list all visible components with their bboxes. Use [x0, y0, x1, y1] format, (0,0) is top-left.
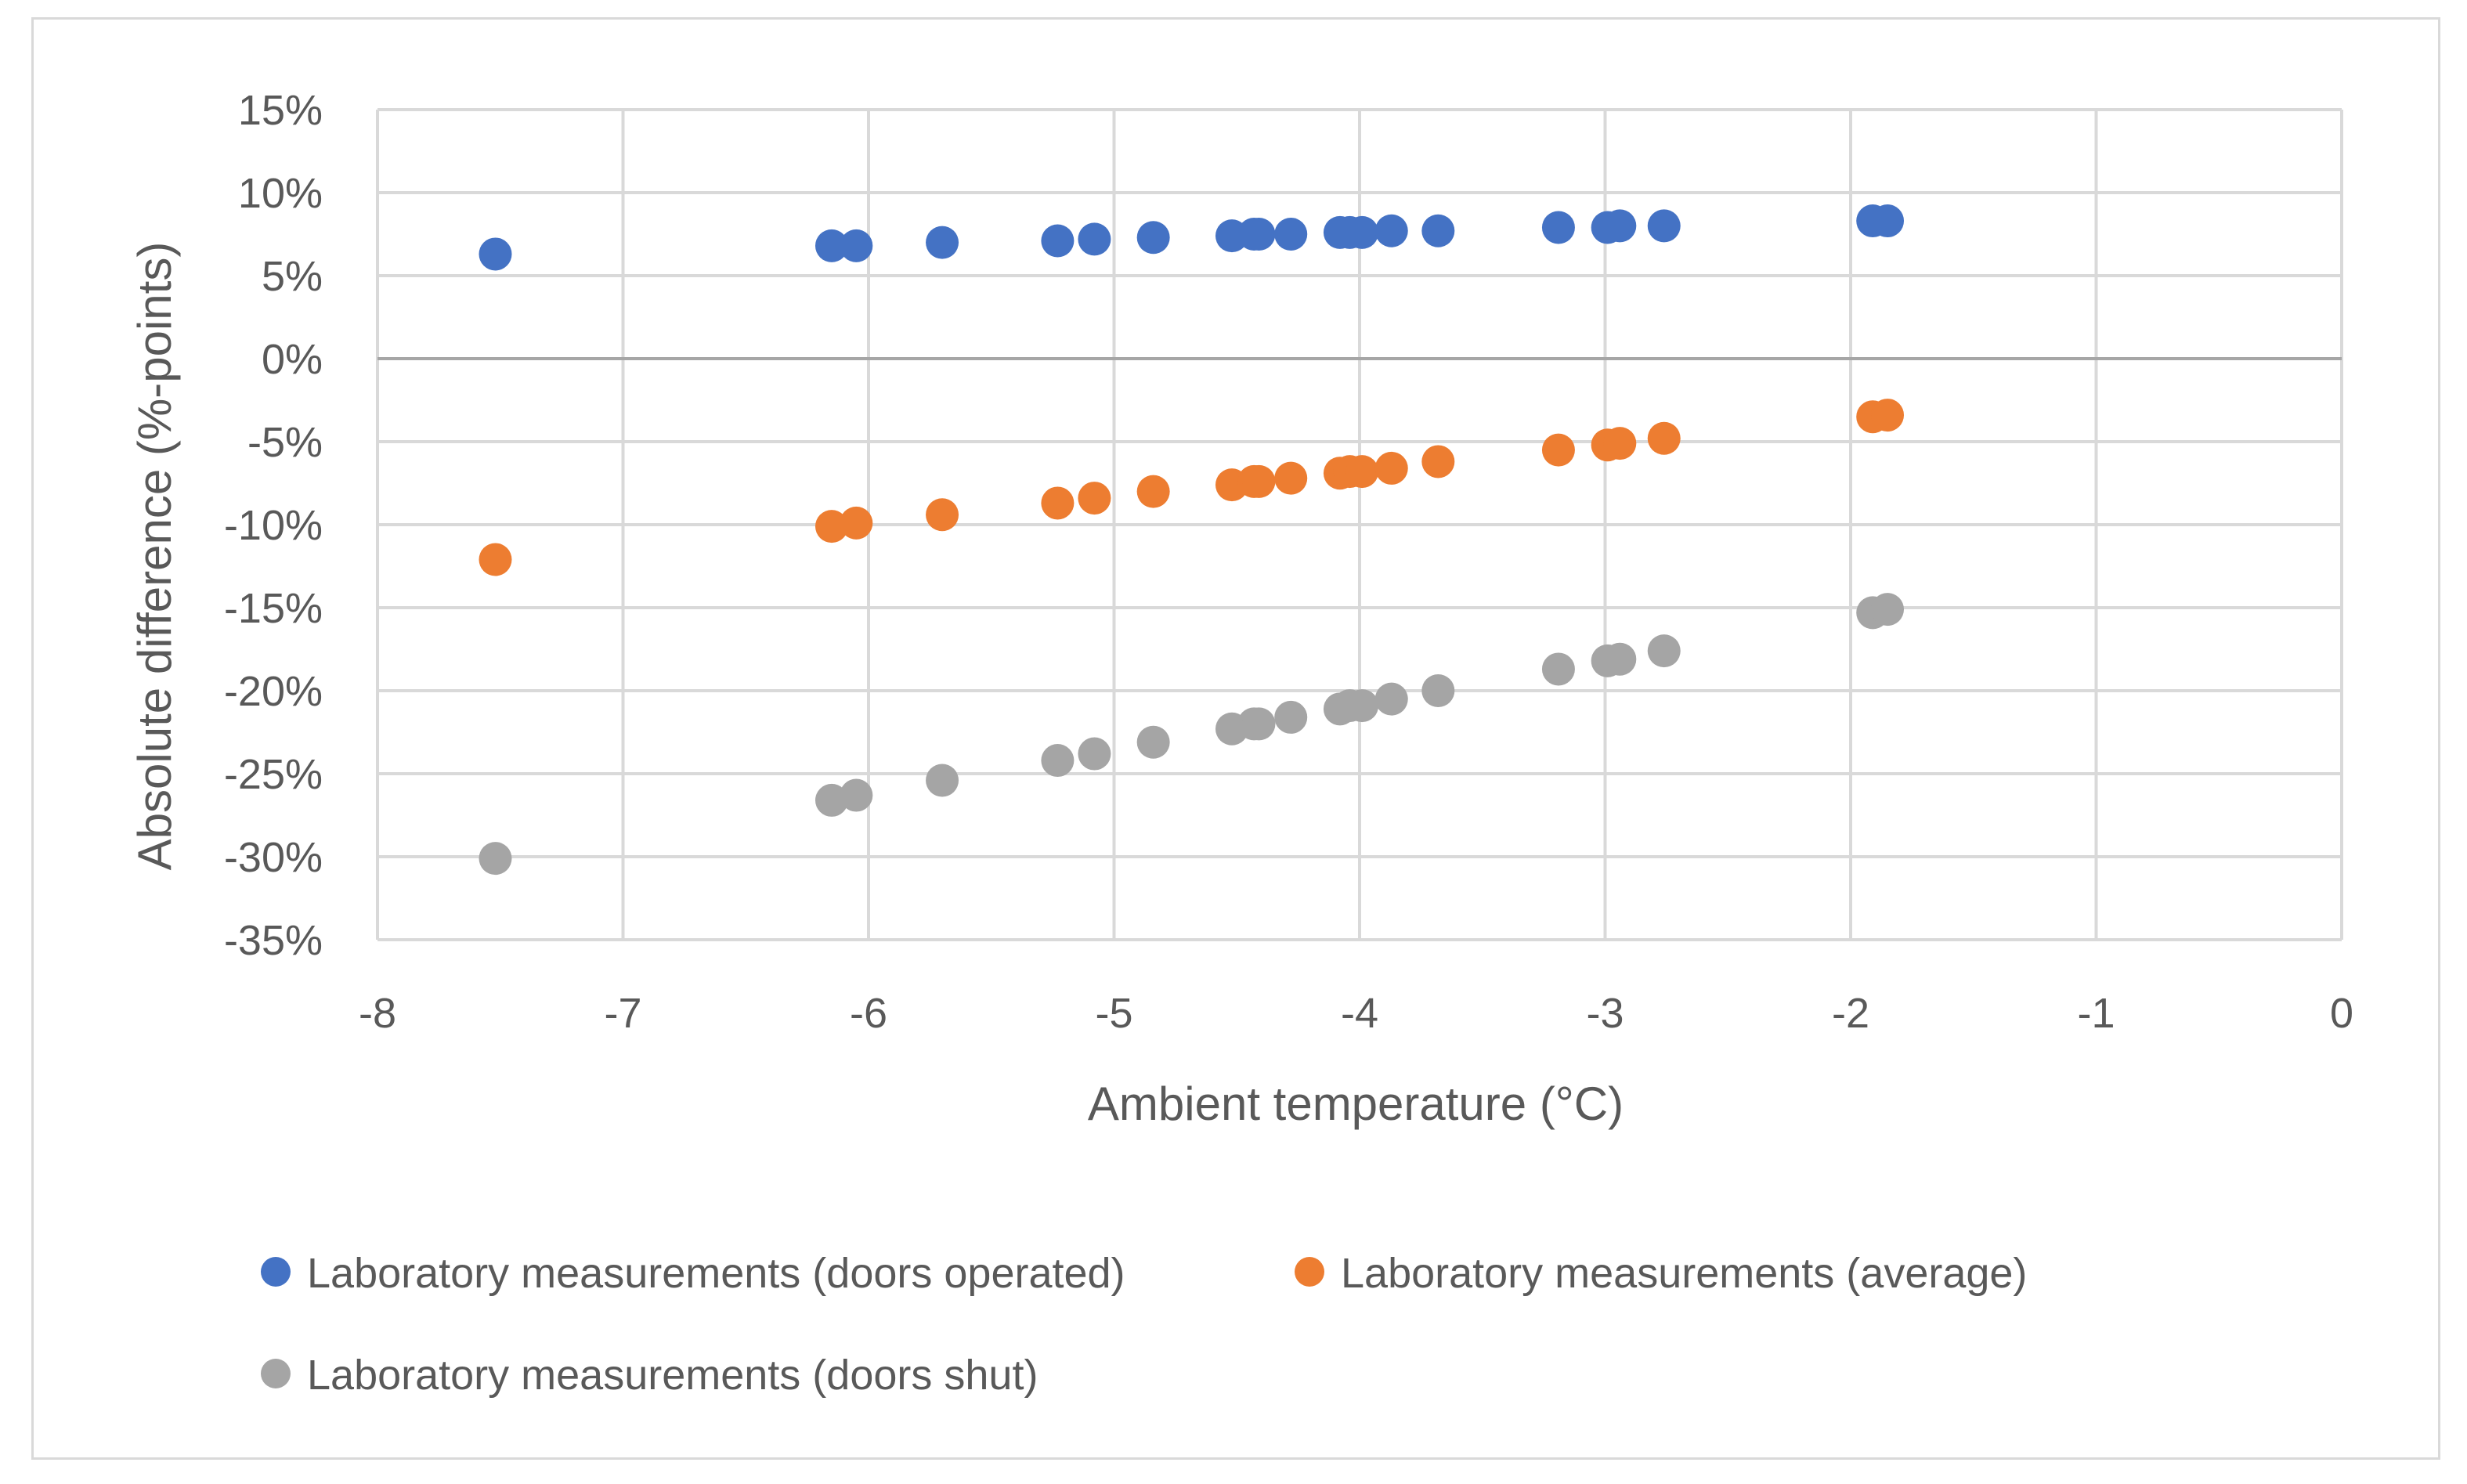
point-series-2 [1603, 427, 1637, 460]
legend-label-3: Laboratory measurements (doors shut) [307, 1352, 1038, 1399]
point-series-3 [1421, 674, 1455, 707]
x-tick-label: -7 [604, 990, 641, 1037]
x-tick-label: -1 [2077, 990, 2115, 1037]
point-series-2 [1136, 475, 1170, 508]
y-tick-label: -35% [224, 917, 323, 964]
y-tick-label: -25% [224, 751, 323, 798]
point-series-2 [1374, 451, 1408, 485]
y-axis-title: Absolute difference (%-points) [128, 242, 181, 871]
x-tick-label: -5 [1095, 990, 1132, 1037]
x-axis-ticks: -8 -7 -6 -5 -4 -3 -2 -1 0 [359, 990, 2353, 1037]
point-series-3 [926, 764, 959, 797]
x-tick-label: -8 [359, 990, 396, 1037]
point-series-1 [1242, 218, 1276, 251]
point-series-2 [1041, 486, 1075, 520]
point-series-2 [1078, 482, 1111, 515]
point-series-2 [840, 506, 873, 540]
point-series-1 [479, 237, 512, 271]
point-series-3 [1603, 642, 1637, 676]
point-series-2 [1541, 433, 1575, 467]
point-series-3 [1242, 707, 1276, 741]
point-series-2 [1421, 445, 1455, 478]
point-series-3 [815, 783, 848, 817]
data-points [479, 204, 1905, 876]
point-series-1 [1421, 214, 1455, 247]
point-series-1 [1603, 209, 1637, 243]
x-axis-title: Ambient temperature (°C) [1088, 1078, 1624, 1130]
legend-marker-2 [1295, 1257, 1324, 1287]
point-series-2 [1871, 399, 1905, 432]
point-series-1 [1541, 211, 1575, 244]
point-series-3 [1136, 725, 1170, 759]
y-tick-label: 0% [262, 336, 323, 383]
y-tick-label: -15% [224, 585, 323, 632]
point-series-1 [1374, 214, 1408, 247]
point-series-2 [479, 543, 512, 576]
point-series-2 [815, 510, 848, 543]
y-tick-label: -30% [224, 834, 323, 881]
point-series-2 [926, 498, 959, 532]
y-tick-label: -10% [224, 502, 323, 549]
x-tick-label: -2 [1832, 990, 1869, 1037]
point-series-1 [1647, 209, 1681, 243]
legend: Laboratory measurements (doors operated)… [261, 1250, 2027, 1399]
point-series-3 [1871, 593, 1905, 626]
point-series-3 [479, 842, 512, 876]
point-series-1 [1041, 224, 1075, 258]
x-tick-label: -4 [1341, 990, 1378, 1037]
point-series-3 [1374, 682, 1408, 716]
point-series-2 [1274, 461, 1308, 495]
x-tick-label: 0 [2330, 990, 2353, 1037]
y-tick-label: 15% [238, 87, 323, 134]
point-series-3 [1541, 652, 1575, 686]
point-series-3 [1078, 737, 1111, 771]
legend-marker-3 [261, 1359, 291, 1388]
point-series-3 [840, 778, 873, 812]
point-series-1 [926, 226, 959, 259]
point-series-3 [1647, 634, 1681, 668]
legend-label-1: Laboratory measurements (doors operated) [307, 1250, 1125, 1297]
point-series-2 [1647, 421, 1681, 455]
legend-label-2: Laboratory measurements (average) [1341, 1250, 2027, 1297]
point-series-2 [1345, 455, 1379, 489]
y-tick-label: 10% [238, 170, 323, 217]
legend-marker-1 [261, 1257, 291, 1287]
y-axis-ticks: 15% 10% 5% 0% -5% -10% -15% -20% -25% -30% -35% [224, 87, 323, 964]
x-tick-label: -6 [850, 990, 887, 1037]
y-tick-label: -5% [247, 419, 323, 466]
point-series-1 [840, 229, 873, 262]
point-series-1 [1136, 221, 1170, 255]
y-tick-label: 5% [262, 253, 323, 300]
point-series-1 [1274, 218, 1308, 251]
point-series-3 [1041, 744, 1075, 778]
point-series-1 [1078, 222, 1111, 256]
point-series-3 [1345, 689, 1379, 723]
x-tick-label: -3 [1586, 990, 1624, 1037]
point-series-2 [1242, 464, 1276, 498]
y-tick-label: -20% [224, 668, 323, 715]
point-series-1 [1871, 204, 1905, 238]
point-series-1 [815, 229, 848, 262]
point-series-3 [1274, 700, 1308, 734]
point-series-1 [1345, 215, 1379, 249]
